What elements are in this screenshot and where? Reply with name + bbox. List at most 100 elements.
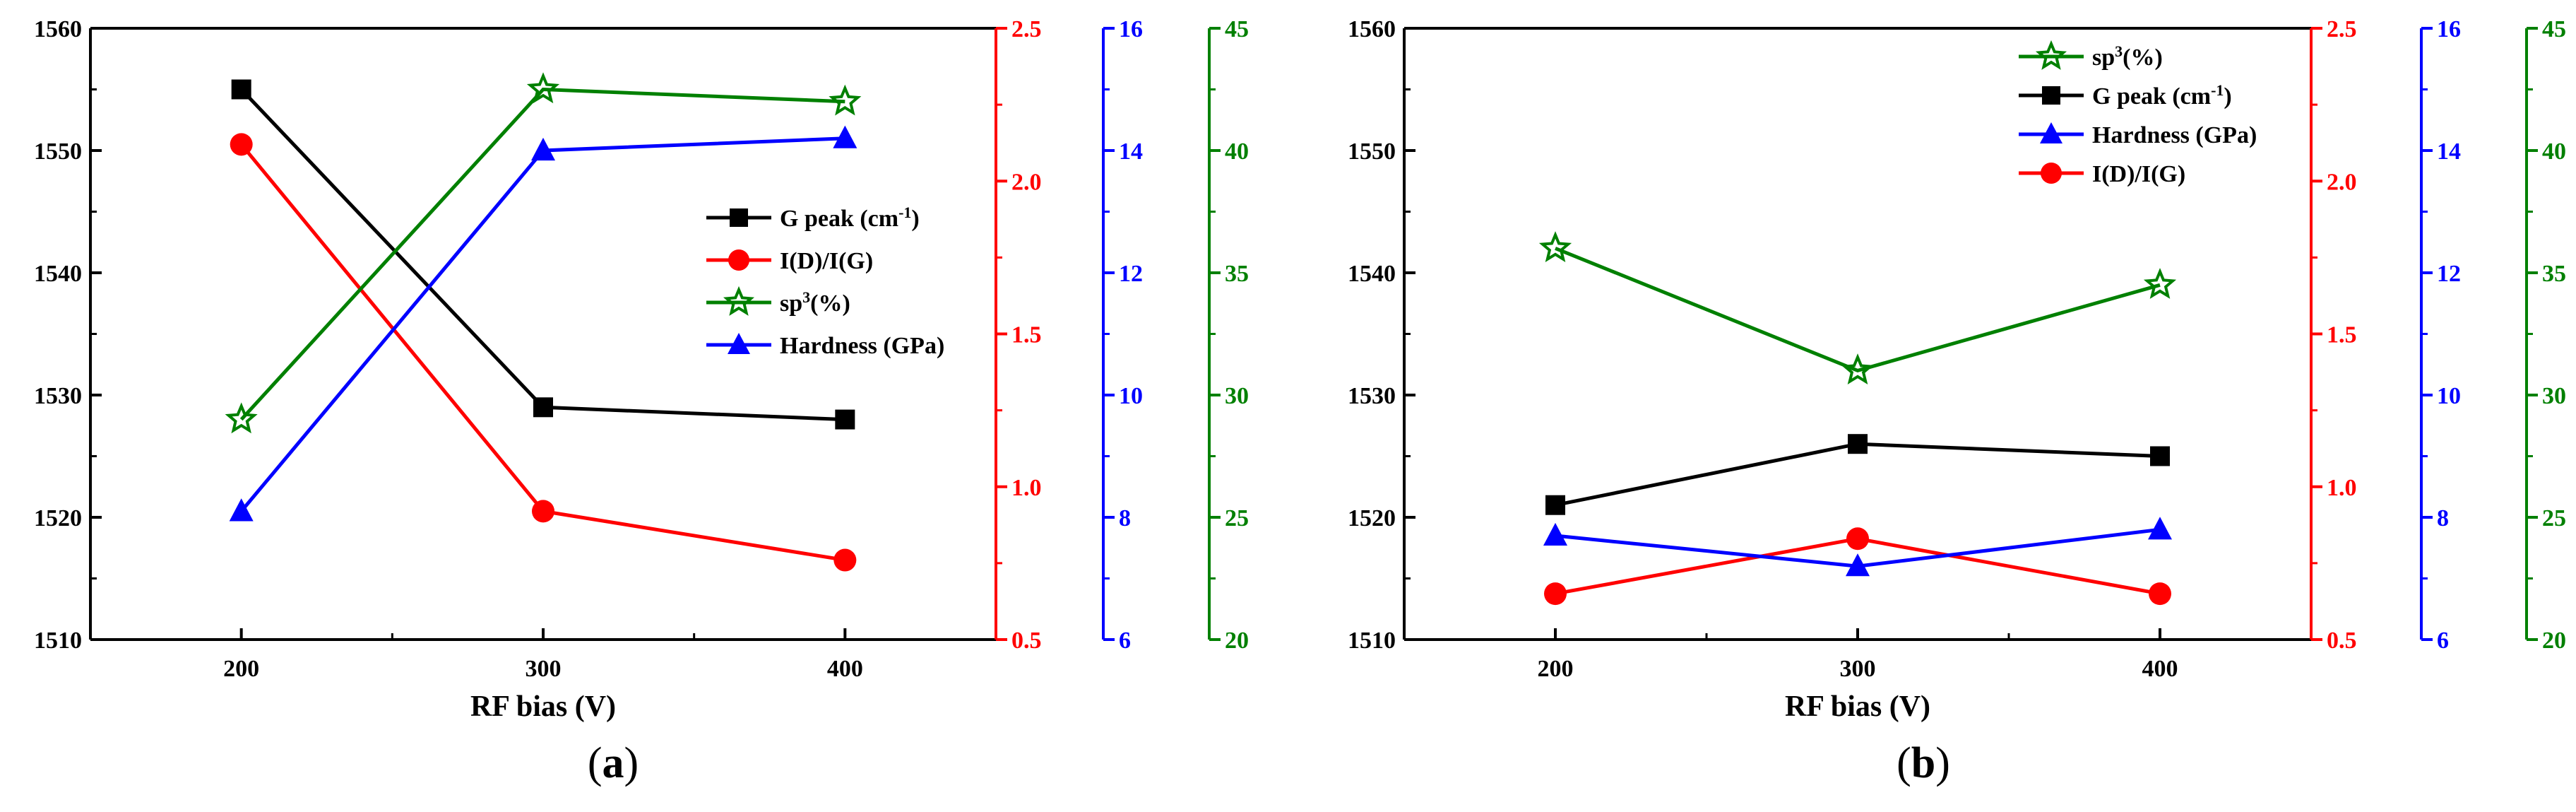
red-y-tick-label: 2.0: [1011, 169, 1042, 195]
legend-marker-g_peak: [2042, 86, 2060, 105]
legend-item-idig: I(D)/I(G): [706, 248, 873, 274]
data-point-g_peak: [2150, 446, 2170, 466]
legend: G peak (cm-1) I(D)/I(G) sp3(%) Hardness (GP…: [706, 204, 944, 359]
blue-y-tick-label: 14: [2437, 139, 2461, 165]
legend-marker-sp3: [723, 286, 755, 316]
left-y-tick-label: 1560: [1348, 16, 1396, 42]
legend-item-sp3: sp3(%): [706, 286, 850, 317]
legend-text: I(D)/I(G): [2092, 161, 2185, 187]
panel-label-close: ): [1935, 739, 1950, 787]
data-point-sp3: [225, 402, 258, 434]
data-point-hardness: [531, 137, 555, 161]
data-point-hardness: [2148, 517, 2172, 540]
legend-superscript: 3: [2115, 42, 2123, 60]
left-y-tick-label: 1520: [34, 505, 82, 531]
legend-marker-idig: [728, 249, 749, 271]
blue-y-tick-label: 10: [2437, 383, 2461, 409]
red-y-tick-label: 2.5: [2327, 16, 2357, 42]
blue-y-tick-label: 10: [1119, 383, 1143, 409]
data-point-g_peak: [533, 397, 553, 418]
data-point-hardness: [229, 498, 254, 522]
green-y-tick-label: 25: [1225, 505, 1249, 531]
data-point-sp3: [829, 84, 862, 116]
data-point-g_peak: [1545, 495, 1565, 515]
data-point-sp3: [1841, 353, 1875, 385]
green-y-tick-label: 35: [2542, 261, 2566, 287]
legend-label-sp3: sp3(%): [780, 288, 850, 317]
legend-text-suffix: (%): [2123, 45, 2163, 71]
x-tick-label: 200: [1538, 656, 1574, 682]
green-y-tick-label: 30: [1225, 383, 1249, 409]
blue-y-tick-label: 8: [1119, 505, 1131, 531]
legend-superscript: -1: [2211, 81, 2224, 99]
data-point-idig: [532, 500, 554, 523]
data-point-hardness: [1543, 522, 1567, 546]
green-y-tick-label: 45: [2542, 16, 2566, 42]
x-tick-label: 300: [1840, 656, 1876, 682]
legend: sp3(%) G peak (cm-1) Hardness (GPa) I(D)/I(…: [2019, 40, 2257, 187]
legend-text: G peak (cm: [2092, 83, 2211, 110]
legend-label-g_peak: G peak (cm-1): [780, 204, 920, 233]
legend-superscript: -1: [898, 204, 911, 221]
data-point-g_peak: [1848, 434, 1868, 454]
legend-item-hardness: Hardness (GPa): [706, 333, 944, 359]
green-y-tick-label: 40: [2542, 139, 2566, 165]
red-y-tick-label: 2.5: [1011, 16, 1042, 42]
green-y-tick-label: 20: [1225, 628, 1249, 654]
data-point-idig: [833, 548, 857, 572]
legend-marker-g_peak: [730, 208, 748, 227]
legend-item-sp3: sp3(%): [2019, 40, 2163, 71]
blue-y-tick-label: 8: [2437, 505, 2449, 531]
red-y-tick-label: 2.0: [2327, 169, 2357, 195]
green-y-tick-label: 20: [2542, 628, 2566, 654]
blue-y-tick-label: 14: [1119, 139, 1143, 165]
red-y-tick-label: 1.0: [2327, 475, 2357, 501]
red-y-tick-label: 0.5: [2327, 628, 2357, 654]
x-tick-label: 200: [223, 656, 259, 682]
left-y-tick-label: 1560: [34, 16, 82, 42]
legend-marker-hardness: [2040, 122, 2062, 143]
panel-a: 200 300 400 RF bias (V) 1510 1520 1530 1540 1550…: [34, 16, 1249, 787]
left-y-tick-label: 1530: [1348, 383, 1396, 409]
legend-label-hardness: Hardness (GPa): [780, 333, 944, 359]
legend-text: sp: [780, 290, 802, 317]
green-y-tick-label: 25: [2542, 505, 2566, 531]
left-y-tick-label: 1520: [1348, 505, 1396, 531]
data-point-idig: [230, 133, 253, 156]
legend-item-idig: I(D)/I(G): [2019, 161, 2185, 187]
legend-superscript: 3: [802, 288, 810, 306]
x-tick-label: 400: [2142, 656, 2178, 682]
data-point-sp3: [526, 72, 560, 104]
data-point-hardness: [833, 125, 857, 148]
legend-text: Hardness (GPa): [2092, 122, 2257, 148]
legend-marker-hardness: [728, 333, 750, 354]
panel-label-letter: a: [603, 739, 624, 787]
legend-text: G peak (cm: [780, 206, 898, 232]
panel-label: (a): [588, 739, 639, 787]
legend-marker-sp3: [2035, 40, 2067, 70]
legend-item-hardness: Hardness (GPa): [2019, 122, 2257, 148]
red-y-tick-label: 1.5: [1011, 322, 1042, 348]
blue-y-tick-label: 6: [2437, 628, 2449, 654]
green-y-tick-label: 30: [2542, 383, 2566, 409]
red-y-tick-label: 0.5: [1011, 628, 1042, 654]
left-y-tick-label: 1530: [34, 383, 82, 409]
panel-label: (b): [1897, 739, 1950, 787]
legend-item-g_peak: G peak (cm-1): [2019, 81, 2232, 110]
left-y-tick-label: 1540: [1348, 261, 1396, 287]
x-tick-label: 300: [526, 656, 562, 682]
legend-label-g_peak: G peak (cm-1): [2092, 81, 2232, 110]
red-y-tick-label: 1.5: [2327, 322, 2357, 348]
data-point-idig: [1846, 527, 1869, 551]
series-line-idig: [239, 143, 845, 562]
data-point-g_peak: [231, 79, 251, 100]
left-y-tick-label: 1510: [1348, 628, 1396, 654]
legend-marker-idig: [2041, 163, 2062, 184]
legend-label-idig: I(D)/I(G): [2092, 161, 2185, 187]
data-point-hardness: [1846, 553, 1870, 577]
legend-label-idig: I(D)/I(G): [780, 248, 873, 274]
panel-label-open: (: [1897, 739, 1911, 787]
x-axis-title: RF bias (V): [470, 690, 616, 723]
green-y-tick-label: 40: [1225, 139, 1249, 165]
legend-text-suffix: ): [911, 206, 919, 232]
